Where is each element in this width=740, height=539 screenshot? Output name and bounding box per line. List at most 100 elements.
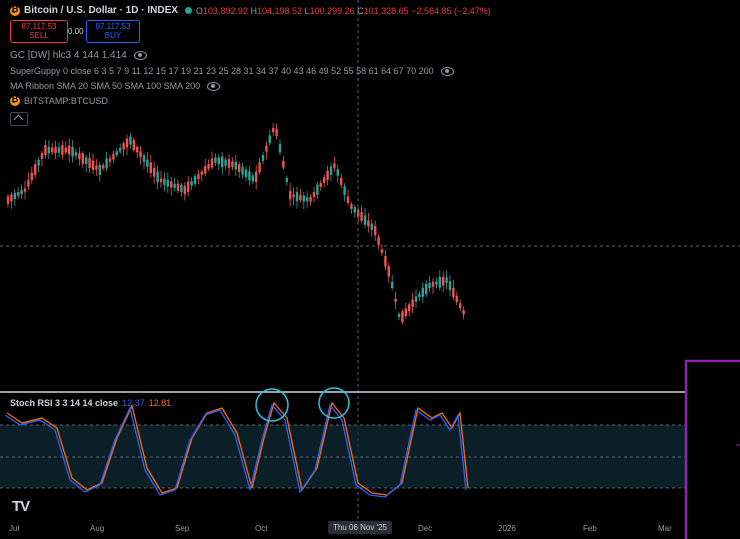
- candle-body: [190, 181, 193, 186]
- eye-icon[interactable]: [207, 81, 221, 91]
- candle-body: [183, 185, 186, 195]
- indicator-superguppy[interactable]: SuperGuppy 0 close 6 3 5 7 9 11 12 15 17…: [10, 66, 454, 76]
- candle-body: [204, 166, 207, 174]
- candle-body: [336, 169, 339, 176]
- symbol-legend[interactable]: Bitcoin / U.S. Dollar · 1D · INDEX O103,…: [10, 4, 491, 16]
- candle-body: [234, 161, 237, 170]
- candle-body: [306, 197, 309, 202]
- candle-body: [227, 159, 231, 168]
- candle-body: [323, 177, 326, 183]
- compare-symbol-legend[interactable]: BITSTAMP:BTCUSD: [10, 94, 108, 106]
- candle-body: [391, 281, 394, 288]
- candle-body: [153, 167, 156, 177]
- candle-body: [214, 157, 217, 163]
- candle-body: [193, 176, 197, 184]
- candle-body: [37, 159, 40, 166]
- candle-body: [146, 159, 149, 167]
- candle-body: [95, 165, 98, 170]
- collapse-legend-icon[interactable]: [10, 112, 28, 126]
- candle-body: [176, 183, 180, 191]
- candle-body: [425, 283, 428, 294]
- candle-body: [10, 194, 13, 202]
- candle-body: [363, 215, 367, 225]
- ohlc-low: 100,299.26: [309, 5, 355, 16]
- candle-body: [299, 194, 302, 201]
- candle-body: [411, 299, 414, 307]
- candle-body: [156, 171, 159, 183]
- candle-body: [397, 313, 401, 318]
- candle-body: [159, 178, 163, 183]
- eye-icon[interactable]: [133, 51, 147, 60]
- candle-body: [142, 155, 146, 162]
- candle-body: [210, 158, 214, 168]
- ohlc-close: 101,328.65: [363, 5, 409, 16]
- candle-body: [455, 295, 458, 303]
- ohlc-open: 103,892.92: [202, 5, 248, 16]
- candle-body: [54, 146, 57, 154]
- eye-icon[interactable]: [440, 66, 454, 76]
- candle-body: [98, 164, 101, 175]
- candle-body: [34, 164, 37, 176]
- candle-body: [207, 164, 210, 169]
- candle-body: [435, 281, 438, 285]
- candle-body: [289, 190, 292, 200]
- candle-body: [47, 146, 50, 154]
- candle-body: [275, 128, 278, 137]
- candle-body: [122, 143, 125, 150]
- sell-button[interactable]: 87,117.53 SELL: [10, 20, 68, 43]
- candle-body: [380, 249, 384, 253]
- candle-body: [346, 196, 350, 203]
- buy-button[interactable]: 87,117.53 BUY: [86, 20, 140, 43]
- candle-body: [394, 298, 397, 302]
- candle-body: [61, 145, 64, 155]
- candle-body: [6, 196, 10, 204]
- indicator-gc[interactable]: GC [DW] hlc3 4 144 1.414: [10, 50, 147, 61]
- indicator-ma-ribbon[interactable]: MA Ribbon SMA 20 SMA 50 SMA 100 SMA 200: [10, 81, 221, 91]
- candle-body: [40, 153, 44, 159]
- stoch-d-line: [6, 401, 469, 496]
- candle-body: [200, 171, 203, 175]
- ohlc-change: −2,564.85 (−2.47%): [411, 5, 491, 16]
- candle-body: [173, 183, 176, 188]
- candle-body: [51, 147, 54, 153]
- candle-body: [30, 172, 33, 181]
- candle-body: [374, 225, 377, 236]
- candle-body: [241, 166, 244, 175]
- candle-body: [244, 169, 248, 178]
- tradingview-logo-icon[interactable]: TV: [12, 498, 30, 515]
- sell-label: SELL: [29, 31, 49, 40]
- candle-body: [108, 158, 112, 162]
- candle-body: [112, 153, 115, 160]
- candle-body: [414, 296, 418, 302]
- candle-body: [170, 181, 173, 188]
- candle-body: [129, 136, 132, 145]
- candle-body: [265, 145, 268, 152]
- compare-symbol-label: BITSTAMP:BTCUSD: [24, 96, 108, 106]
- candle-body: [418, 294, 421, 298]
- candle-body: [119, 147, 122, 152]
- candle-body: [384, 255, 387, 267]
- bitcoin-icon: [10, 4, 20, 16]
- candle-body: [163, 178, 166, 185]
- candle-body: [370, 223, 373, 230]
- candle-body: [408, 304, 411, 312]
- candle-body: [343, 186, 346, 195]
- candle-body: [261, 155, 265, 161]
- candle-body: [319, 182, 322, 187]
- candle-body: [64, 147, 67, 153]
- candle-body: [421, 287, 424, 297]
- candle-body: [428, 282, 431, 289]
- highlight-circle-oct: [255, 388, 289, 422]
- candle-body: [81, 153, 84, 164]
- time-axis-sep: Sep: [175, 524, 190, 533]
- candle-body: [17, 192, 20, 196]
- time-axis-2026: 2026: [498, 524, 516, 533]
- candle-body: [353, 207, 356, 213]
- candle-body: [448, 281, 452, 291]
- candle-body: [13, 192, 16, 200]
- candle-body: [316, 184, 319, 195]
- candle-body: [187, 181, 190, 192]
- stoch-rsi-legend[interactable]: Stoch RSI 3 3 14 14 close 12.37 12.81: [10, 398, 171, 408]
- ohlc-high: 104,198.52: [256, 5, 303, 16]
